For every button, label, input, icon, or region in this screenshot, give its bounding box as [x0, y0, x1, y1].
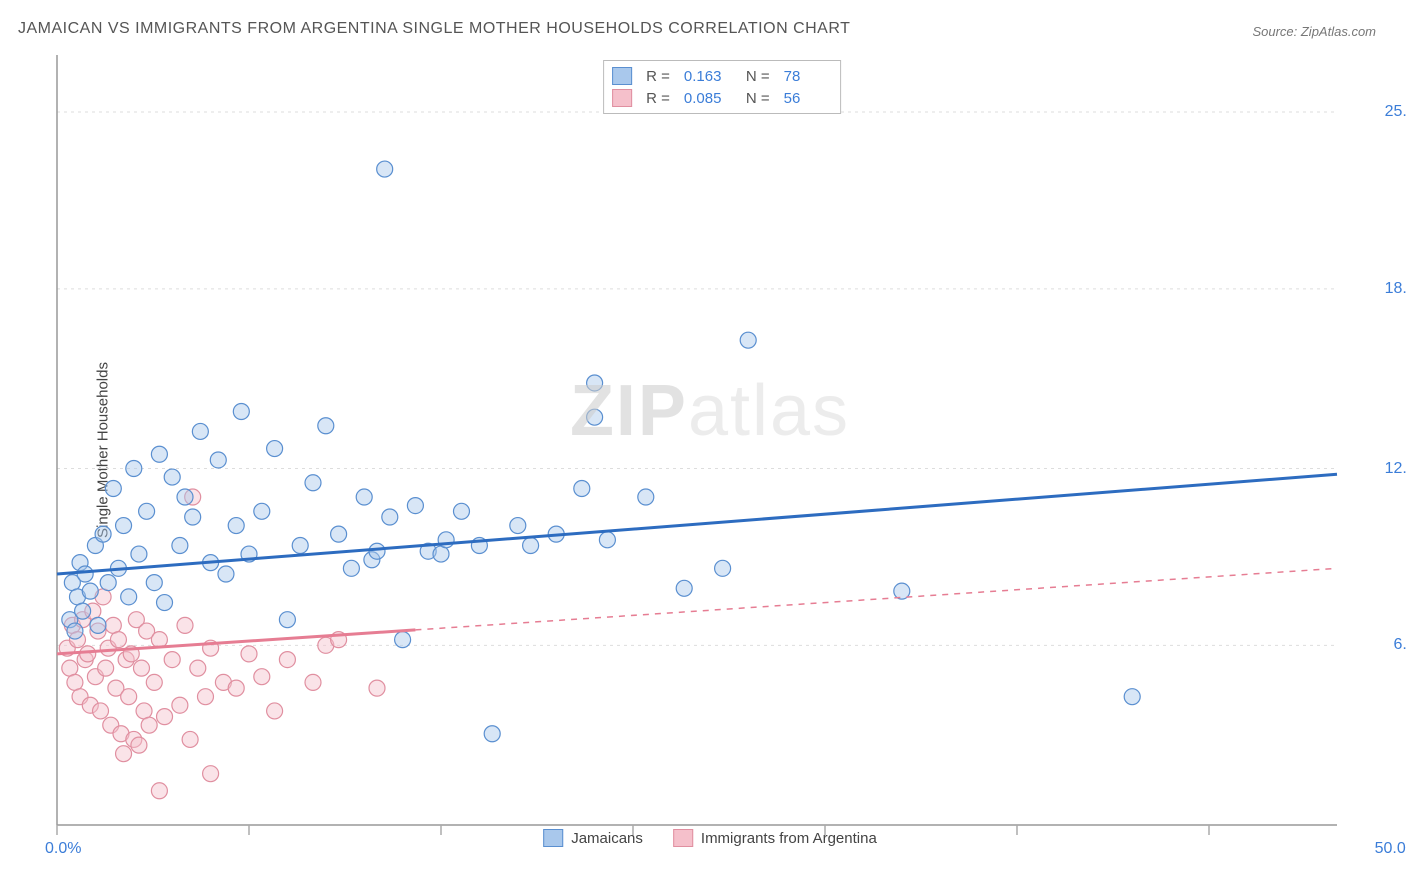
chart-area: Single Mother Households ZIPatlas R = 0.… [45, 55, 1375, 845]
legend-row-jamaicans: R = 0.163 N = 78 [612, 65, 832, 87]
n-label: N = [746, 68, 770, 85]
legend-label-argentina: Immigrants from Argentina [701, 830, 877, 847]
series-legend: Jamaicans Immigrants from Argentina [543, 829, 877, 847]
r-value-pink: 0.085 [684, 90, 732, 107]
correlation-legend: R = 0.163 N = 78 R = 0.085 N = 56 [603, 60, 841, 114]
y-tick-label: 18.8% [1385, 280, 1406, 298]
x-tick-label: 50.0% [1375, 840, 1406, 858]
scatter-plot [57, 55, 1337, 825]
n-value-pink: 56 [784, 90, 832, 107]
swatch-blue [612, 67, 632, 85]
swatch-pink [673, 829, 693, 847]
swatch-pink [612, 89, 632, 107]
y-tick-label: 12.5% [1385, 460, 1406, 478]
r-value-blue: 0.163 [684, 68, 732, 85]
swatch-blue [543, 829, 563, 847]
y-tick-label: 25.0% [1385, 103, 1406, 121]
source-label: Source: ZipAtlas.com [1252, 24, 1376, 39]
legend-item-argentina: Immigrants from Argentina [673, 829, 877, 847]
y-tick-label: 6.3% [1394, 636, 1406, 654]
chart-title: JAMAICAN VS IMMIGRANTS FROM ARGENTINA SI… [18, 20, 850, 38]
x-tick-label: 0.0% [45, 840, 81, 858]
n-label: N = [746, 90, 770, 107]
n-value-blue: 78 [784, 68, 832, 85]
legend-row-argentina: R = 0.085 N = 56 [612, 87, 832, 109]
r-label: R = [646, 68, 670, 85]
r-label: R = [646, 90, 670, 107]
legend-item-jamaicans: Jamaicans [543, 829, 643, 847]
legend-label-jamaicans: Jamaicans [571, 830, 643, 847]
